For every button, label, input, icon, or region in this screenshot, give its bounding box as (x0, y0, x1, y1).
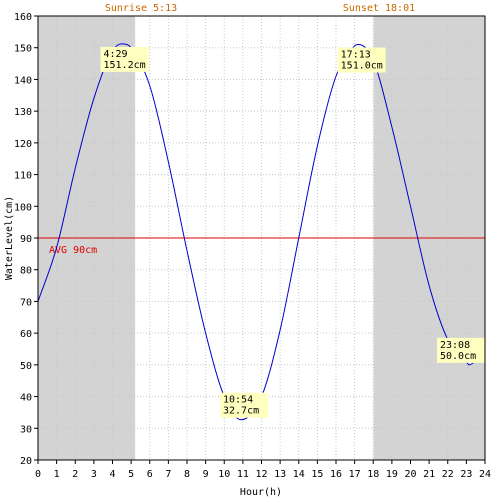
x-tick-label: 1 (54, 469, 60, 480)
y-tick-label: 150 (14, 44, 32, 55)
x-axis-label: Hour(h) (240, 487, 282, 498)
extreme-label-box (337, 47, 386, 73)
y-tick-label: 120 (14, 139, 32, 150)
x-tick-label: 7 (165, 469, 171, 480)
sunrise-label: Sunrise 5:13 (105, 3, 177, 14)
x-tick-label: 13 (274, 469, 286, 480)
extreme-label-time: 4:29 (104, 49, 128, 60)
y-tick-label: 70 (20, 297, 32, 308)
x-tick-label: 24 (479, 469, 491, 480)
x-tick-label: 17 (349, 469, 361, 480)
x-tick-label: 22 (442, 469, 454, 480)
x-tick-label: 19 (386, 469, 398, 480)
x-tick-label: 4 (109, 469, 115, 480)
extreme-label-time: 17:13 (341, 50, 371, 61)
x-tick-label: 20 (404, 469, 416, 480)
y-tick-label: 90 (20, 234, 32, 245)
x-tick-label: 21 (423, 469, 435, 480)
y-tick-label: 80 (20, 266, 32, 277)
extreme-label-level: 151.2cm (104, 60, 146, 71)
x-tick-label: 14 (293, 469, 305, 480)
y-tick-label: 20 (20, 456, 32, 467)
y-tick-label: 160 (14, 12, 32, 23)
x-tick-label: 5 (128, 469, 134, 480)
extreme-label-box (220, 392, 269, 418)
y-tick-label: 140 (14, 75, 32, 86)
tide-series (37, 43, 486, 421)
tide-line (37, 43, 486, 421)
x-tick-label: 2 (72, 469, 78, 480)
x-tick-label: 15 (311, 469, 323, 480)
y-tick-label: 100 (14, 202, 32, 213)
y-tick-label: 110 (14, 171, 32, 182)
x-tick-label: 8 (184, 469, 190, 480)
x-tick-label: 3 (91, 469, 97, 480)
x-tick-label: 11 (237, 469, 249, 480)
y-tick-label: 40 (20, 393, 32, 404)
extreme-label-time: 23:08 (440, 340, 470, 351)
x-tick-label: 6 (147, 469, 153, 480)
y-tick-label: 60 (20, 329, 32, 340)
y-tick-label: 30 (20, 424, 32, 435)
y-axis-label: WaterLevel(cm) (4, 196, 15, 280)
axis-ticks: 0 1 2 3 4 5 6 7 8 9 10 11 12 13 14 15 16 17 18 19 20 21 22 23 24… (14, 12, 491, 480)
y-tick-label: 50 (20, 361, 32, 372)
average-line-group: AVG 90cm (38, 237, 485, 256)
x-tick-label: 18 (367, 469, 379, 480)
extreme-label-level: 32.7cm (223, 406, 259, 417)
extreme-label-level: 151.0cm (341, 61, 383, 72)
extreme-label-box (437, 337, 485, 363)
sunset-label: Sunset 18:01 (343, 3, 415, 14)
extreme-label-time: 10:54 (223, 395, 253, 406)
x-tick-label: 10 (218, 469, 230, 480)
x-tick-label: 0 (35, 469, 41, 480)
x-tick-label: 23 (460, 469, 472, 480)
x-tick-label: 12 (255, 469, 267, 480)
extreme-label-box (100, 46, 149, 72)
extreme-label-level: 50.0cm (440, 351, 476, 362)
y-tick-label: 130 (14, 107, 32, 118)
x-tick-label: 9 (203, 469, 209, 480)
x-tick-label: 16 (330, 469, 342, 480)
average-label: AVG 90cm (49, 245, 97, 256)
